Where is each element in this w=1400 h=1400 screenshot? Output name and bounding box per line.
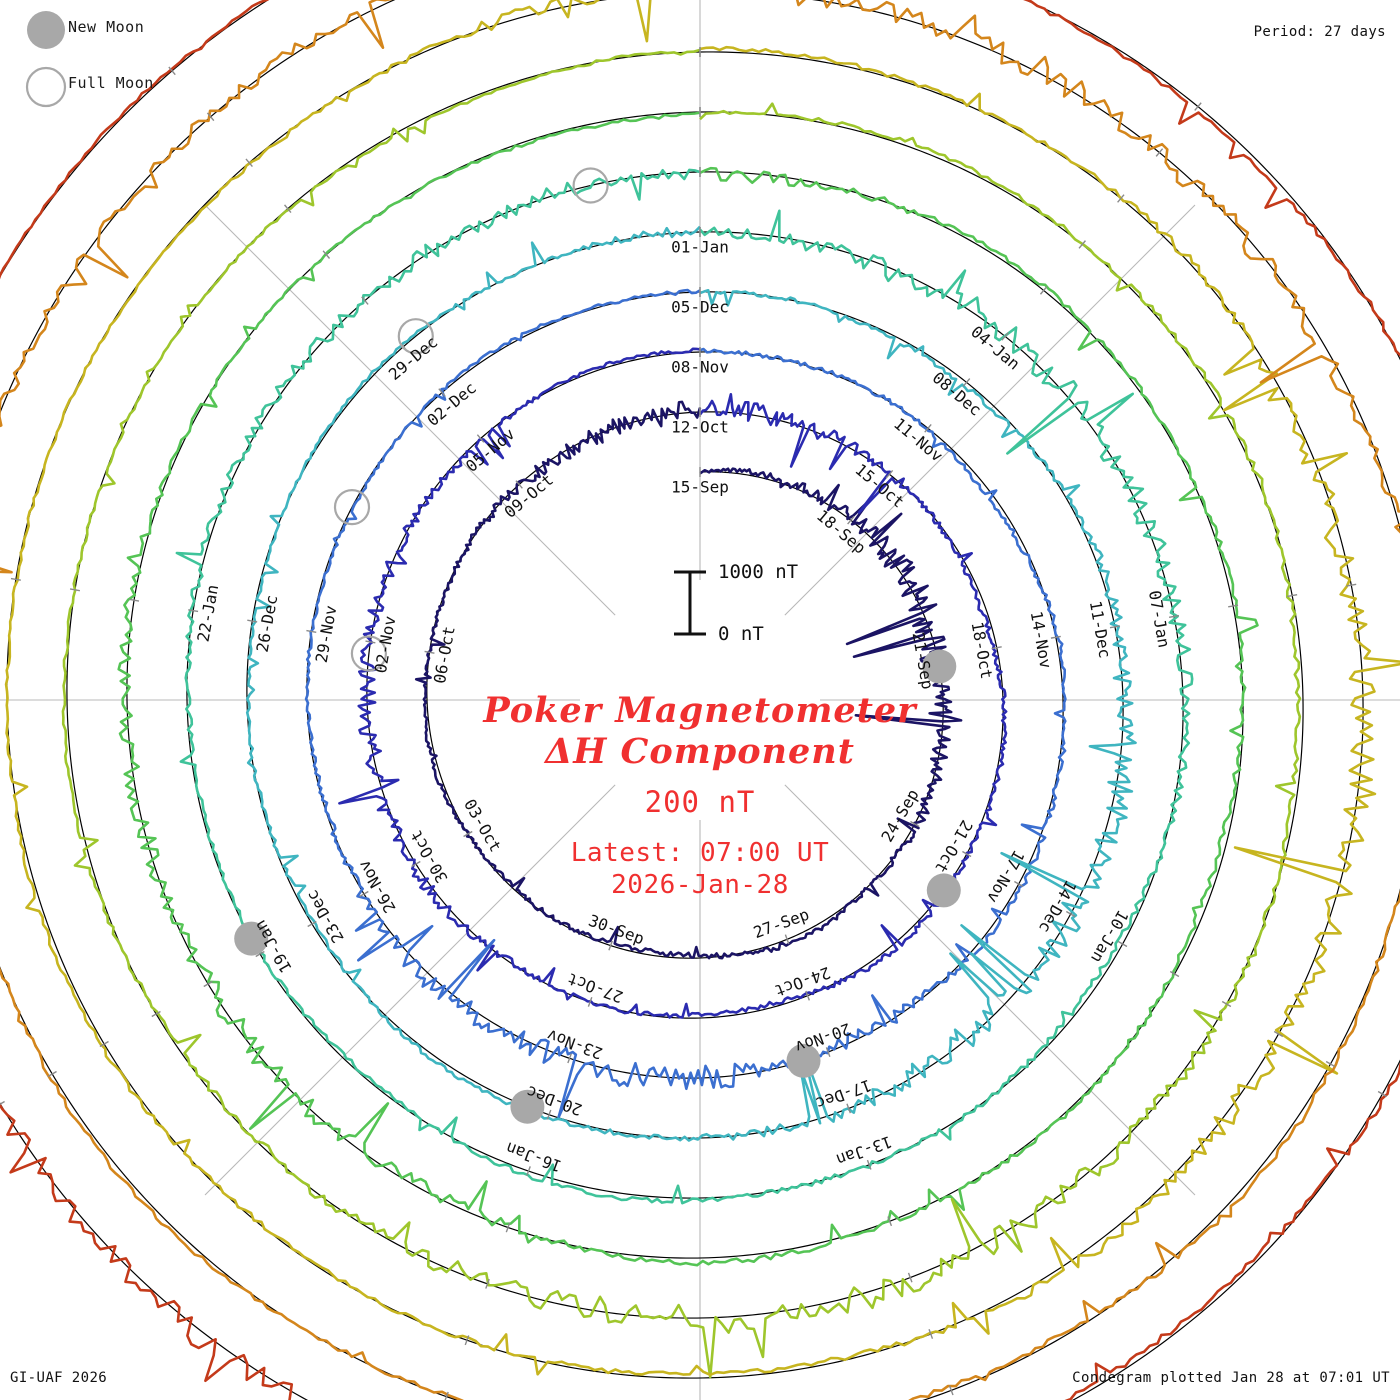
date-label: 17-Dec	[813, 1076, 874, 1114]
scale-bottom-label: 0 nT	[718, 623, 764, 645]
date-label: 27-Oct	[565, 969, 626, 1007]
title-amplitude: 200 nT	[644, 784, 756, 819]
legend-label-new-moon: New Moon	[68, 18, 145, 36]
date-label: 07-Jan	[1145, 589, 1174, 649]
full-moon-marker	[350, 635, 387, 672]
date-label: 13-Jan	[834, 1132, 895, 1170]
full-moon-marker	[397, 318, 434, 355]
title-line-1: Poker Magnetometer	[483, 690, 917, 731]
period-label: Period: 27 days	[1253, 24, 1386, 40]
trace-turn-6	[61, 48, 1302, 1379]
amplitude-scale-bar	[674, 570, 706, 636]
credit-label: GI-UAF 2026	[10, 1370, 108, 1386]
trace-turn-2	[304, 288, 1067, 1119]
date-label: 30-Sep	[586, 911, 647, 949]
new-moon-swatch	[27, 11, 65, 49]
date-label: 02-Dec	[423, 378, 479, 430]
legend-label-full-moon: Full Moon	[68, 74, 154, 92]
date-label: 22-Jan	[194, 583, 223, 643]
date-label: 05-Dec	[671, 298, 729, 317]
scale-top-label: 1000 nT	[718, 561, 799, 583]
new-moon-marker	[922, 649, 957, 684]
trace-turn-1	[338, 347, 1008, 1019]
date-label: 08-Nov	[671, 358, 729, 377]
date-label: 10-Jan	[1087, 907, 1132, 967]
date-label: 29-Dec	[385, 332, 441, 384]
title-line-2: ΔH Component	[545, 731, 855, 773]
date-label: 15-Sep	[671, 478, 729, 497]
trace-turn-3	[245, 225, 1137, 1142]
date-label: 01-Jan	[671, 238, 729, 257]
full-moon-marker	[572, 167, 609, 204]
date-label: 26-Dec	[253, 594, 282, 654]
new-moon-marker	[234, 921, 269, 956]
date-label: 27-Sep	[751, 905, 812, 943]
trace-turn-0	[414, 400, 963, 960]
latest-block: Latest: 07:00 UT 2026-Jan-28	[0, 838, 1400, 901]
plotted-label: Condegram plotted Jan 28 at 07:01 UT	[1072, 1370, 1390, 1386]
latest-time: Latest: 07:00 UT	[570, 838, 830, 868]
latest-date: 2026-Jan-28	[611, 869, 789, 900]
trace-turn-4	[175, 168, 1194, 1205]
moon-phase-markers	[234, 167, 961, 1124]
new-moon-marker	[510, 1089, 545, 1124]
trace-turn-5	[117, 111, 1259, 1267]
trace-turn-7	[4, 0, 1400, 1377]
chart-title-block: Poker Magnetometer ΔH Component 200 nT	[0, 690, 1400, 819]
full-moon-swatch	[25, 66, 67, 108]
new-moon-marker	[926, 873, 961, 908]
new-moon-marker	[786, 1043, 821, 1078]
full-moon-marker	[333, 489, 371, 526]
legend-swatches	[25, 11, 67, 108]
date-label: 12-Oct	[671, 418, 729, 437]
